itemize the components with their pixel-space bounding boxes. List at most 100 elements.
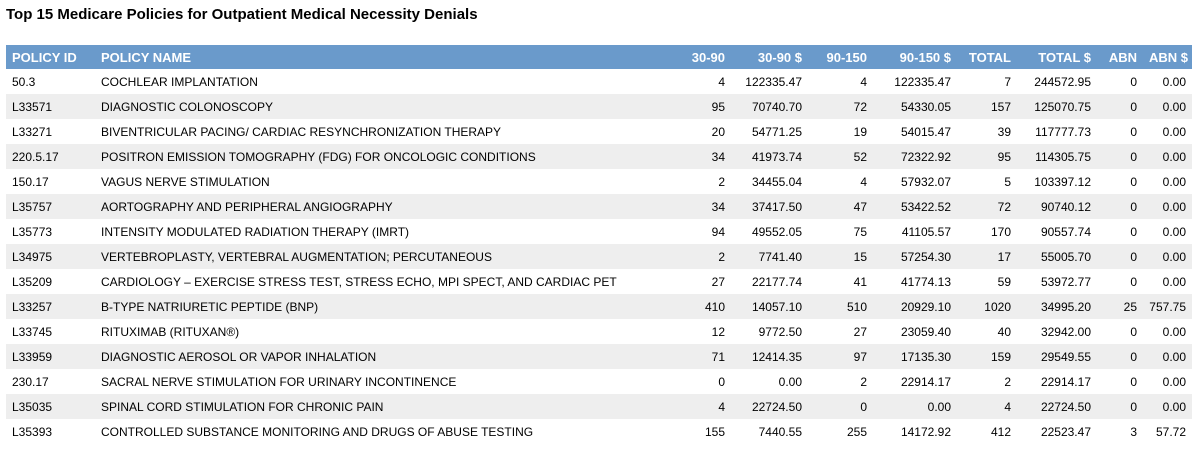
cell-total-count: 170 — [990, 224, 1011, 239]
cell-abn-count: 0 — [1130, 224, 1137, 239]
cell-abn-amount: 0.00 — [1143, 394, 1192, 419]
cell-90-150-count: 47 — [808, 194, 873, 219]
cell-abn-count: 3 — [1130, 424, 1137, 439]
cell-90-150-count: 72 — [808, 94, 873, 119]
cell-30-90-count: 12 — [711, 324, 725, 339]
cell-30-90-count: 34 — [660, 144, 731, 169]
cell-30-90-count: 155 — [704, 424, 725, 439]
cell-total-amount: 22914.17 — [1040, 374, 1091, 389]
cell-90-150-count: 75 — [853, 224, 867, 239]
cell-total-amount: 32942.00 — [1040, 324, 1091, 339]
cell-abn-amount: 0.00 — [1143, 344, 1192, 369]
cell-abn-count: 0 — [1097, 244, 1143, 269]
cell-90-150-count: 4 — [860, 74, 867, 89]
cell-total-count: 7 — [1004, 74, 1011, 89]
table-row: L35209 CARDIOLOGY – EXERCISE STRESS TEST,… — [6, 269, 1192, 294]
cell-30-90-count: 4 — [660, 394, 731, 419]
cell-90-150-amount: 122335.47 — [894, 74, 951, 89]
cell-90-150-count: 19 — [853, 124, 867, 139]
cell-policy-id: L33571 — [6, 94, 95, 119]
cell-90-150-count: 41 — [853, 274, 867, 289]
cell-abn-amount: 0.00 — [1162, 74, 1186, 89]
cell-90-150-amount: 23059.40 — [900, 324, 951, 339]
cell-30-90-amount: 54771.25 — [751, 124, 802, 139]
cell-policy-name: B-TYPE NATRIURETIC PEPTIDE (BNP) — [95, 294, 660, 319]
cell-policy-id: 150.17 — [12, 174, 49, 189]
cell-policy-id: L35773 — [12, 224, 53, 239]
cell-abn-amount: 0.00 — [1162, 324, 1186, 339]
cell-abn-amount: 757.75 — [1143, 294, 1192, 319]
cell-policy-id: L33257 — [6, 294, 95, 319]
cell-30-90-count: 20 — [711, 124, 725, 139]
cell-policy-id: 220.5.17 — [6, 144, 95, 169]
table-body: 50.3 COCHLEAR IMPLANTATION 4 122335.47 4 1223… — [6, 69, 1192, 444]
cell-30-90-count: 27 — [711, 274, 725, 289]
cell-30-90-amount: 70740.70 — [731, 94, 808, 119]
cell-policy-id: L33959 — [6, 344, 95, 369]
cell-total-count: 40 — [997, 324, 1011, 339]
cell-total-amount: 125070.75 — [1017, 94, 1097, 119]
cell-90-150-amount: 57254.30 — [873, 244, 957, 269]
cell-total-amount: 244572.95 — [1034, 74, 1091, 89]
cell-abn-amount: 0.00 — [1143, 194, 1192, 219]
table-row: L33959 DIAGNOSTIC AEROSOL OR VAPOR INHALA… — [6, 344, 1192, 369]
cell-90-150-count: 0 — [808, 394, 873, 419]
cell-30-90-count: 34 — [660, 194, 731, 219]
cell-90-150-amount: 53422.52 — [873, 194, 957, 219]
table-row: 220.5.17 POSITRON EMISSION TOMOGRAPHY (FD… — [6, 144, 1192, 169]
cell-policy-name: CONTROLLED SUBSTANCE MONITORING AND DRUG… — [101, 424, 534, 439]
cell-abn-count: 0 — [1097, 344, 1143, 369]
cell-abn-count: 0 — [1097, 194, 1143, 219]
header-row: POLICY ID POLICY NAME 30-90 30-90 $90-150 90… — [6, 45, 1192, 69]
cell-30-90-amount: 7440.55 — [758, 424, 802, 439]
cell-30-90-amount: 22724.50 — [731, 394, 808, 419]
cell-30-90-amount: 49552.05 — [751, 224, 802, 239]
cell-90-150-count: 4 — [860, 174, 867, 189]
cell-policy-name: AORTOGRAPHY AND PERIPHERAL ANGIOGRAPHY — [95, 194, 660, 219]
cell-total-count: 157 — [957, 94, 1017, 119]
table-row: 230.17 SACRAL NERVE STIMULATION FOR URINA… — [6, 369, 1192, 394]
cell-abn-count: 0 — [1130, 274, 1137, 289]
cell-30-90-amount: 12414.35 — [731, 344, 808, 369]
cell-abn-amount: 57.72 — [1155, 424, 1186, 439]
cell-90-150-count: 2 — [860, 374, 867, 389]
cell-policy-name: CARDIOLOGY – EXERCISE STRESS TEST, STRES… — [101, 274, 617, 289]
cell-90-150-amount: 22914.17 — [900, 374, 951, 389]
cell-90-150-amount: 54015.47 — [900, 124, 951, 139]
cell-30-90-amount: 0.00 — [778, 374, 802, 389]
cell-30-90-count: 2 — [718, 174, 725, 189]
cell-abn-count: 0 — [1130, 174, 1137, 189]
cell-policy-name: COCHLEAR IMPLANTATION — [101, 74, 258, 89]
cell-policy-id: 230.17 — [12, 374, 49, 389]
cell-abn-count: 0 — [1130, 124, 1137, 139]
column-header-30-90-amount: 30-90 $ — [731, 45, 808, 69]
table-header: POLICY ID POLICY NAME 30-90 30-90 $90-150 90… — [6, 45, 1192, 69]
table-row: L33257 B-TYPE NATRIURETIC PEPTIDE (BNP) 41… — [6, 294, 1192, 319]
cell-90-150-amount: 20929.10 — [873, 294, 957, 319]
cell-total-amount: 90740.12 — [1017, 194, 1097, 219]
cell-total-count: 1020 — [957, 294, 1017, 319]
cell-30-90-count: 410 — [660, 294, 731, 319]
table-row: 150.17 VAGUS NERVE STIMULATION 2 34455.04 4 5… — [6, 169, 1192, 194]
cell-policy-id: L34975 — [6, 244, 95, 269]
cell-abn-amount: 0.00 — [1162, 174, 1186, 189]
cell-total-amount: 29549.55 — [1017, 344, 1097, 369]
table-row: L35757 AORTOGRAPHY AND PERIPHERAL ANGIOGR… — [6, 194, 1192, 219]
cell-30-90-amount: 22177.74 — [751, 274, 802, 289]
cell-total-amount: 117777.73 — [1035, 124, 1091, 139]
cell-abn-amount: 0.00 — [1143, 144, 1192, 169]
column-header-90-150-amount: 90-150 $ — [873, 45, 957, 69]
cell-total-amount: 34995.20 — [1017, 294, 1097, 319]
cell-30-90-amount: 7741.40 — [731, 244, 808, 269]
cell-total-amount: 90557.74 — [1040, 224, 1091, 239]
table-row: L35393 CONTROLLED SUBSTANCE MONITORING AN… — [6, 419, 1192, 444]
cell-policy-name: VAGUS NERVE STIMULATION — [101, 174, 270, 189]
cell-policy-name: RITUXIMAB (RITUXAN®) — [101, 324, 240, 339]
cell-policy-name: DIAGNOSTIC AEROSOL OR VAPOR INHALATION — [95, 344, 660, 369]
table-row: 50.3 COCHLEAR IMPLANTATION 4 122335.47 4 1223… — [6, 69, 1192, 94]
table-row: L35773 INTENSITY MODULATED RADIATION THER… — [6, 219, 1192, 244]
cell-90-150-count: 27 — [853, 324, 867, 339]
cell-abn-amount: 0.00 — [1143, 244, 1192, 269]
column-header-policy-id: POLICY ID — [6, 45, 95, 69]
column-header-abn-count: ABN — [1097, 45, 1143, 69]
